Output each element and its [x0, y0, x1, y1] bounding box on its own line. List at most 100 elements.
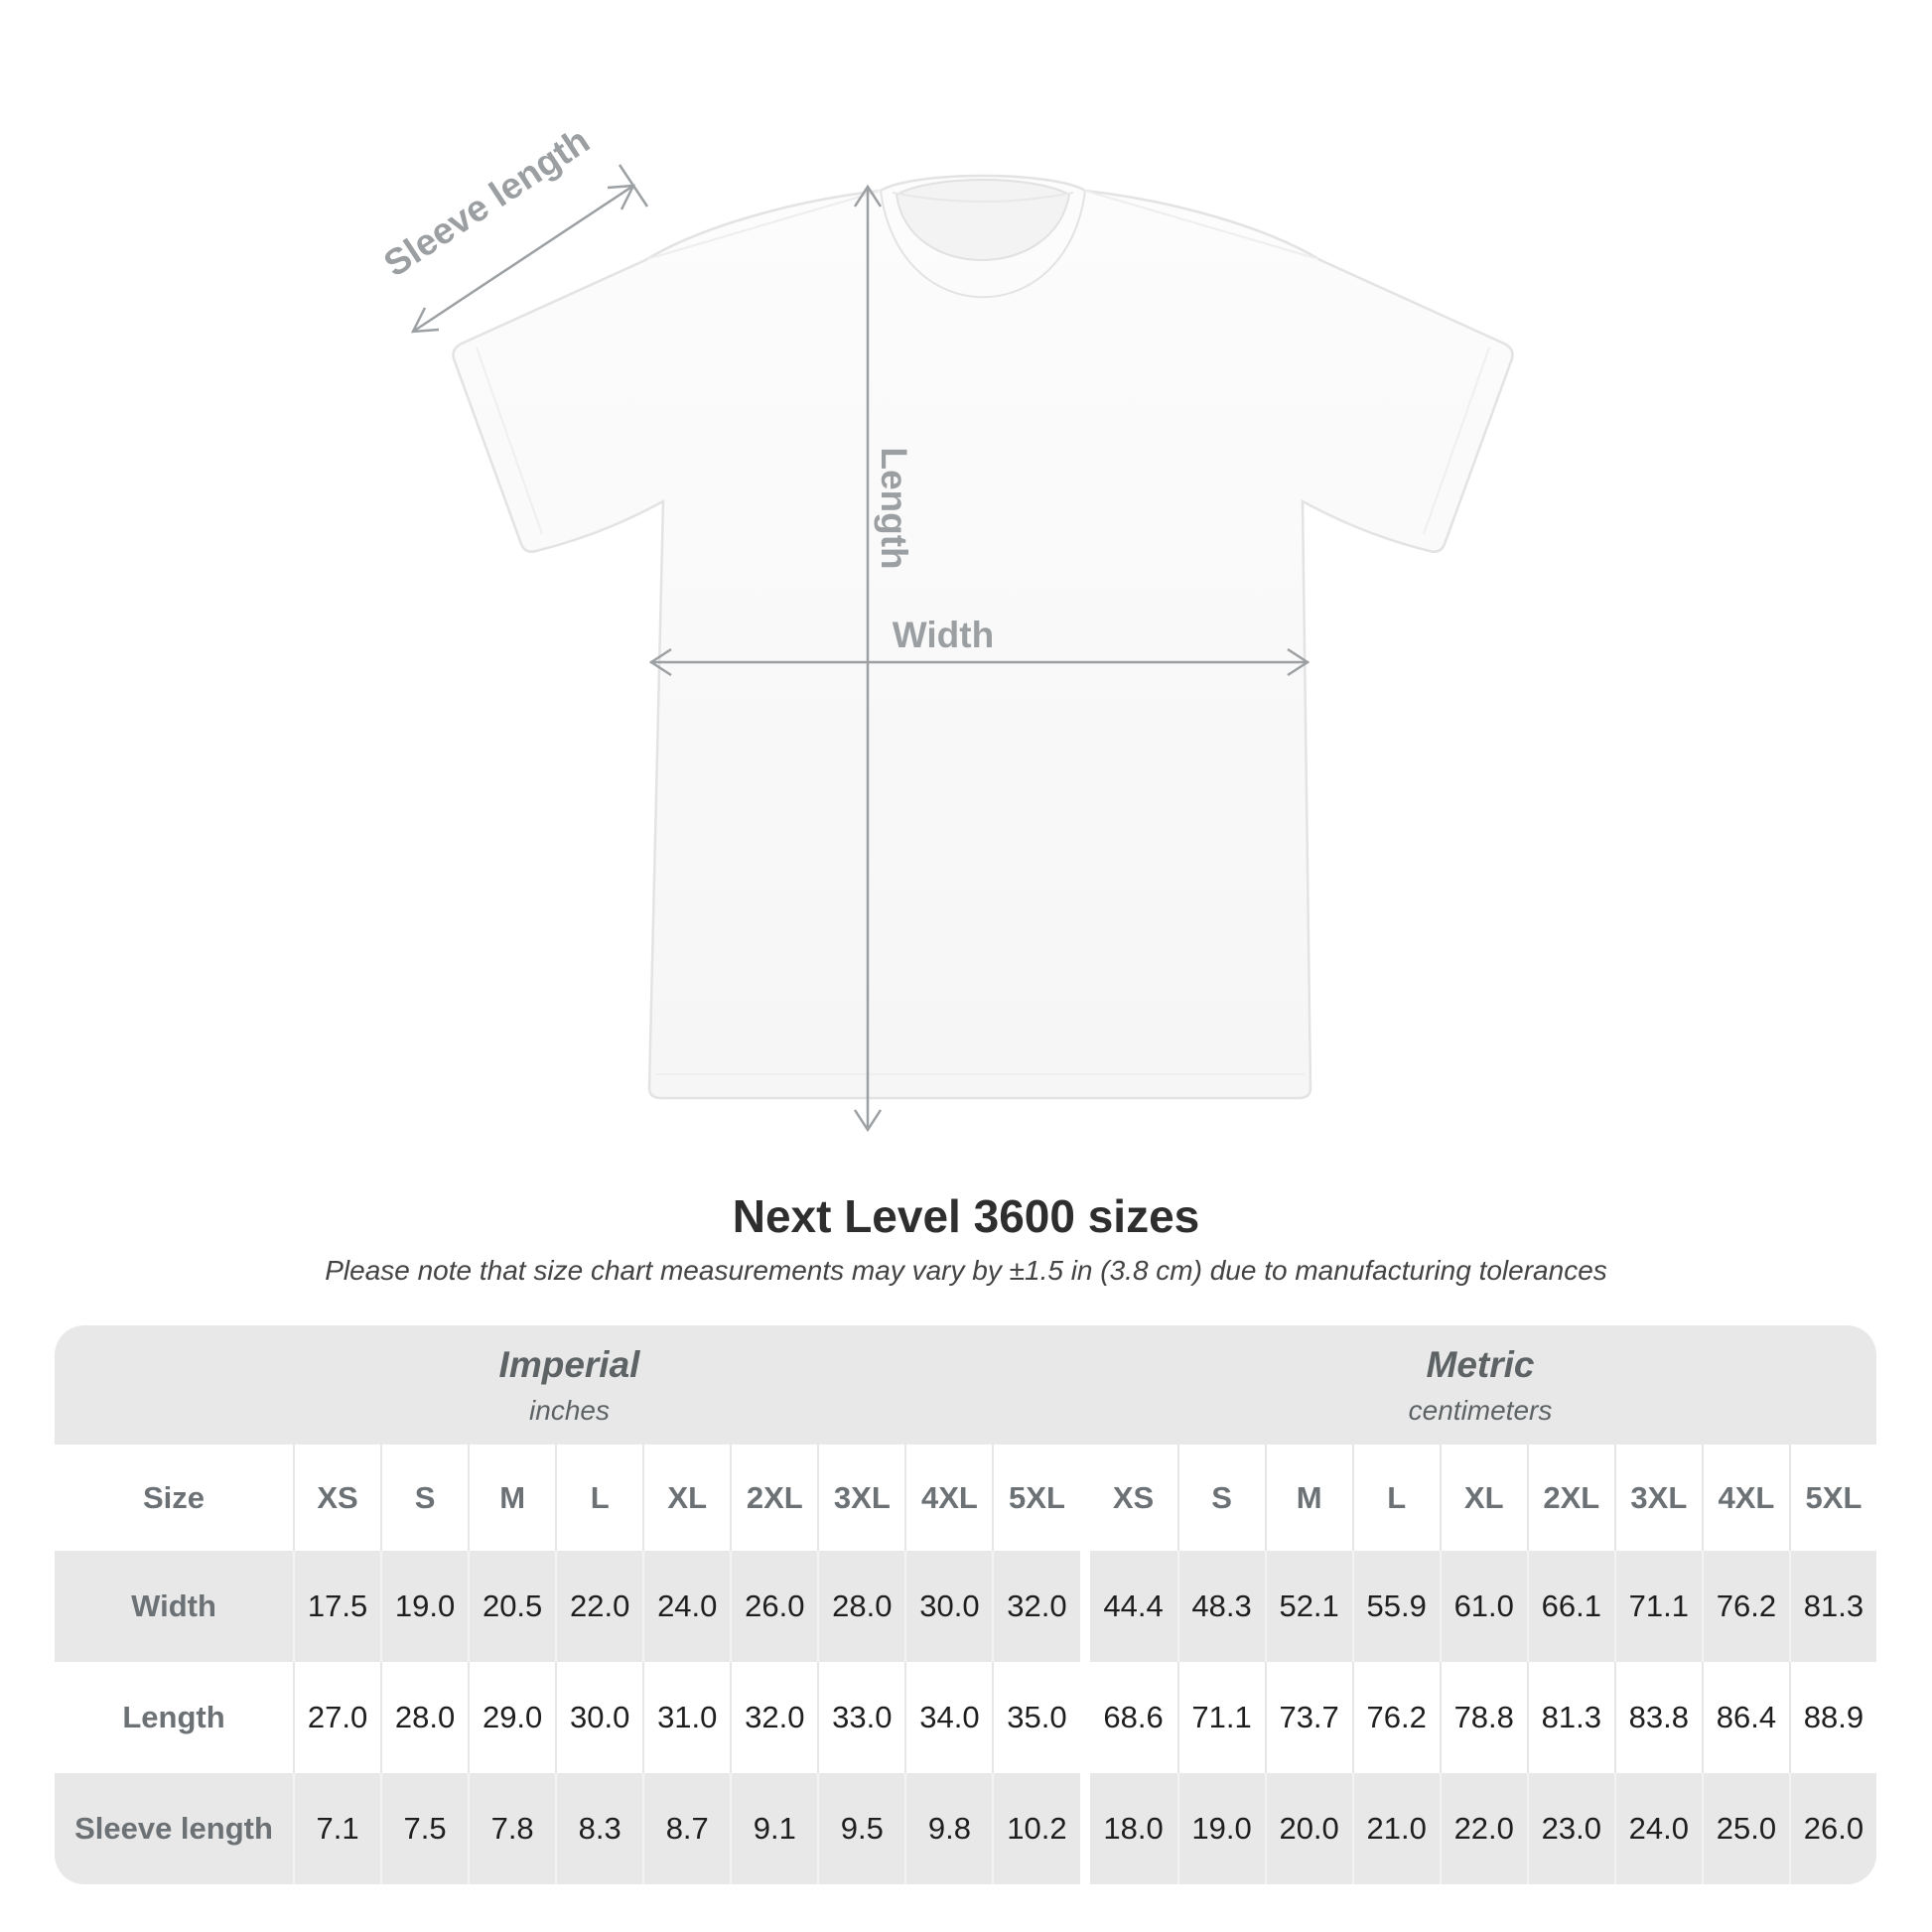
value-cell: 19.0 [1176, 1773, 1265, 1884]
collar-seam [892, 192, 1074, 203]
metric-title: Metric [1426, 1343, 1535, 1385]
length-label: Length [874, 447, 914, 569]
value-cell: 76.2 [1351, 1662, 1440, 1773]
width-arrow [648, 647, 1311, 677]
value-cell: 66.1 [1526, 1551, 1614, 1662]
value-cell: 88.9 [1788, 1662, 1876, 1773]
value-cell: 35.0 [992, 1662, 1079, 1773]
size-header: 5XL [992, 1445, 1079, 1551]
value-cell: 7.8 [468, 1773, 555, 1884]
collar-band [880, 190, 1086, 299]
length-arrow [853, 184, 883, 1133]
value-cell: 20.0 [1264, 1773, 1352, 1884]
size-header: XS [293, 1445, 380, 1551]
unit-gap [1079, 1662, 1090, 1773]
value-cell: 26.0 [730, 1551, 817, 1662]
left-shoulder-seam [646, 190, 882, 260]
value-cell: 71.1 [1613, 1551, 1702, 1662]
value-cell: 26.0 [1788, 1773, 1876, 1884]
row-label: Length [122, 1700, 225, 1734]
value-cell: 29.0 [468, 1662, 555, 1773]
tolerance-note: Please note that size chart measurements… [325, 1255, 1607, 1286]
value-cell: 22.0 [555, 1551, 642, 1662]
unit-gap [1079, 1445, 1090, 1551]
size-header: 4XL [904, 1445, 992, 1551]
size-header: S [1176, 1445, 1265, 1551]
tshirt-diagram: Sleeve length Length Width [376, 120, 1514, 1133]
value-cell: 20.5 [468, 1551, 555, 1662]
value-cell: 8.7 [642, 1773, 730, 1884]
value-cell: 9.8 [904, 1773, 992, 1884]
value-cell: 23.0 [1526, 1773, 1614, 1884]
value-cell: 24.0 [1613, 1773, 1702, 1884]
value-cell: 9.5 [817, 1773, 904, 1884]
value-cell: 10.2 [992, 1773, 1079, 1884]
size-header: XL [1439, 1445, 1527, 1551]
size-header: M [468, 1445, 555, 1551]
value-cell: 83.8 [1613, 1662, 1702, 1773]
size-header: M [1264, 1445, 1352, 1551]
value-cell: 8.3 [555, 1773, 642, 1884]
value-cell: 33.0 [817, 1662, 904, 1773]
length-row: Length 27.0 28.0 29.0 30.0 31.0 32.0 33.… [55, 1662, 1876, 1773]
value-cell: 78.8 [1439, 1662, 1527, 1773]
unit-gap [1079, 1773, 1090, 1884]
unit-band: Imperial inches Metric centimeters [55, 1325, 1876, 1445]
size-header: L [555, 1445, 642, 1551]
size-header: S [380, 1445, 468, 1551]
tshirt-illustration [452, 174, 1514, 1100]
size-header: XS [1112, 1479, 1155, 1515]
size-table: Imperial inches Metric centimeters Size … [55, 1325, 1876, 1884]
imperial-unit: inches [529, 1394, 610, 1426]
metric-unit: centimeters [1408, 1394, 1553, 1426]
value-cell: 81.3 [1526, 1662, 1614, 1773]
sleeve-length-label: Sleeve length [376, 120, 597, 285]
value-cell: 68.6 [1103, 1700, 1164, 1734]
value-cell: 21.0 [1351, 1773, 1440, 1884]
value-cell: 48.3 [1176, 1551, 1265, 1662]
value-cell: 71.1 [1176, 1662, 1265, 1773]
value-cell: 27.0 [293, 1662, 380, 1773]
value-cell: 28.0 [817, 1551, 904, 1662]
tshirt-body [452, 174, 1514, 1100]
value-cell: 9.1 [730, 1773, 817, 1884]
value-cell: 7.5 [380, 1773, 468, 1884]
size-header: 4XL [1701, 1445, 1789, 1551]
value-cell: 44.4 [1103, 1588, 1164, 1623]
size-column-header: Size [142, 1479, 206, 1515]
value-cell: 7.1 [293, 1773, 380, 1884]
value-cell: 86.4 [1701, 1662, 1789, 1773]
size-header: 2XL [730, 1445, 817, 1551]
value-cell: 22.0 [1439, 1773, 1527, 1884]
left-cuff-stitch [476, 346, 543, 535]
size-header: 2XL [1526, 1445, 1614, 1551]
value-cell: 32.0 [730, 1662, 817, 1773]
imperial-title: Imperial [498, 1343, 640, 1385]
size-header: L [1351, 1445, 1440, 1551]
right-cuff-stitch [1423, 346, 1490, 535]
value-cell: 18.0 [1103, 1811, 1164, 1846]
row-label: Sleeve length [74, 1811, 273, 1846]
width-label: Width [893, 615, 994, 655]
dimension-arrows [410, 164, 1311, 1133]
width-row: Width 17.5 19.0 20.5 22.0 24.0 26.0 28.0… [55, 1551, 1876, 1662]
page-title: Next Level 3600 sizes [732, 1190, 1200, 1242]
size-header: XL [642, 1445, 730, 1551]
unit-gap [1079, 1551, 1090, 1662]
value-cell: 25.0 [1701, 1773, 1789, 1884]
value-cell: 73.7 [1264, 1662, 1352, 1773]
value-cell: 76.2 [1701, 1551, 1789, 1662]
value-cell: 52.1 [1264, 1551, 1352, 1662]
size-header: 5XL [1788, 1445, 1876, 1551]
value-cell: 61.0 [1439, 1551, 1527, 1662]
value-cell: 31.0 [642, 1662, 730, 1773]
size-header: 3XL [1613, 1445, 1702, 1551]
value-cell: 81.3 [1788, 1551, 1876, 1662]
sleeve-length-arrow [410, 164, 649, 334]
right-shoulder-seam [1084, 190, 1319, 260]
value-cell: 19.0 [380, 1551, 468, 1662]
value-cell: 24.0 [642, 1551, 730, 1662]
value-cell: 17.5 [293, 1551, 380, 1662]
value-cell: 28.0 [380, 1662, 468, 1773]
